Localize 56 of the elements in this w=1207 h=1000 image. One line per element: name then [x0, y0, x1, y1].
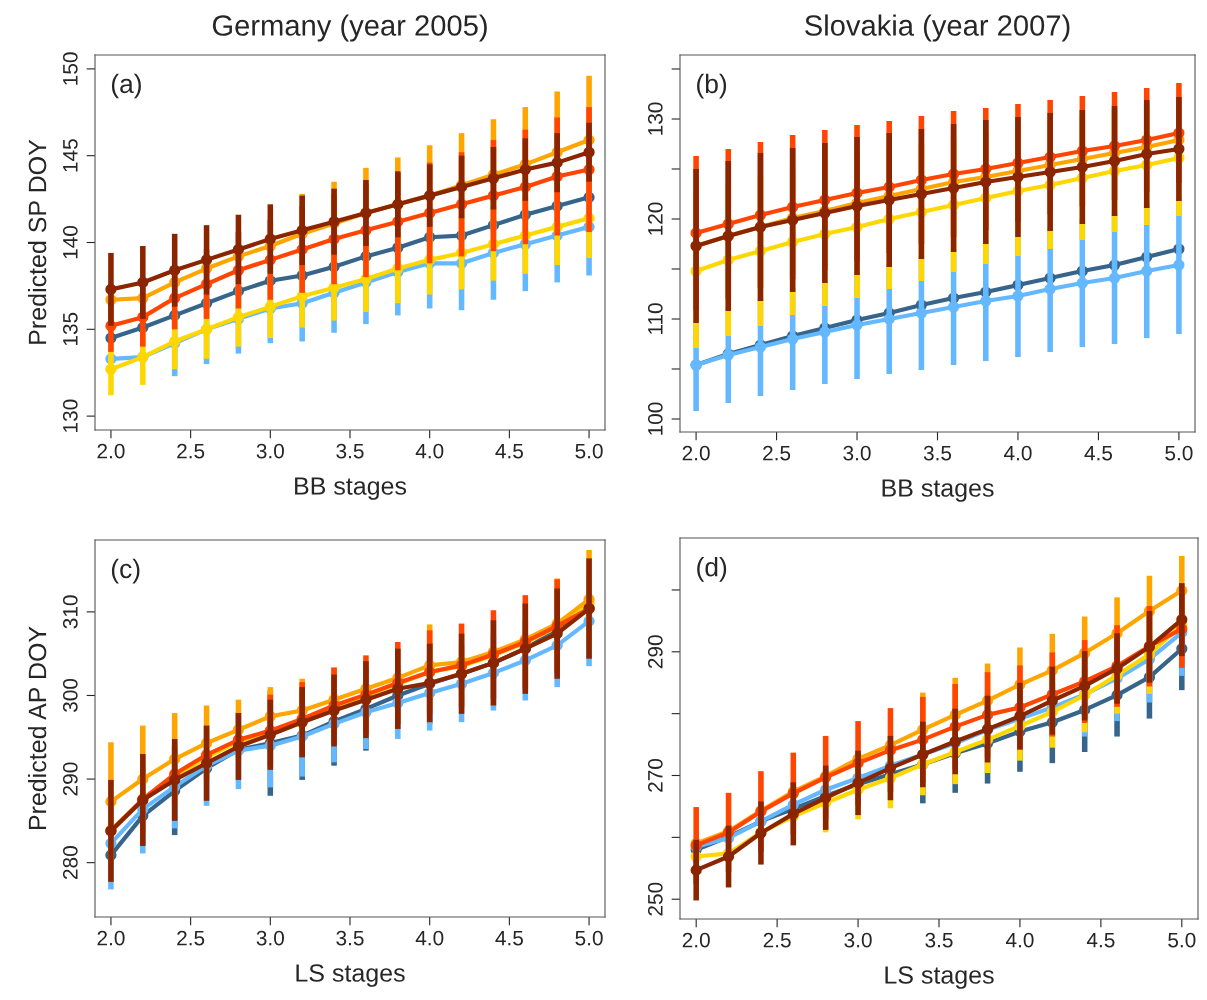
x-tick-label: 2.0	[97, 930, 125, 946]
y-tick-label: 145	[63, 139, 78, 172]
y-tick-label: 135	[62, 312, 78, 346]
y-tick-label: 150	[62, 52, 78, 85]
y-tick-label: 130	[62, 399, 78, 432]
y-tick-label: 280	[62, 846, 78, 879]
y-tick-label: 250	[647, 882, 663, 916]
annotation: (b)	[697, 73, 727, 99]
chart-title: Germany (year 2005)	[212, 14, 487, 42]
y-tick-label: 120	[647, 202, 663, 235]
x-tick-label: 5.0	[575, 443, 603, 459]
x-tick-label: 4.0	[1005, 932, 1034, 948]
x-tick-label: 3.5	[925, 932, 953, 948]
annotation: (c)	[111, 558, 140, 584]
x-tick-label: 3.0	[843, 445, 871, 461]
y-tick-label: 130	[647, 102, 663, 135]
x-tick-label: 2.0	[682, 932, 710, 948]
annotation: (a)	[111, 73, 141, 99]
chart-title: Slovakia (year 2007)	[805, 14, 1070, 42]
x-axis-title: LS stages	[296, 964, 405, 987]
x-tick-label: 2.5	[177, 930, 205, 946]
y-axis-title: Predicted SP DOY	[27, 139, 47, 344]
x-tick-label: 2.5	[763, 932, 791, 948]
x-tick-label: 5.0	[1168, 932, 1196, 948]
y-axis-title: Predicted AP DOY	[27, 626, 47, 830]
x-tick-label: 3.5	[923, 445, 952, 461]
x-tick-label: 4.0	[1003, 445, 1032, 461]
x-tick-label: 4.5	[1086, 932, 1115, 948]
x-tick-label: 4.5	[1084, 445, 1113, 461]
x-tick-label: 4.0	[415, 930, 444, 946]
x-tick-label: 3.0	[256, 930, 284, 946]
x-tick-label: 5.0	[575, 930, 603, 946]
x-tick-label: 2.5	[763, 445, 791, 461]
x-tick-label: 2.0	[97, 443, 125, 459]
x-axis-title: BB stages	[295, 477, 407, 500]
x-tick-label: 3.0	[256, 443, 284, 459]
x-tick-label: 5.0	[1165, 445, 1193, 461]
y-tick-label: 140	[62, 225, 78, 259]
y-tick-label: 300	[62, 678, 78, 713]
annotation: (d)	[697, 557, 727, 582]
x-tick-label: 3.5	[336, 443, 364, 459]
x-tick-label: 4.5	[495, 443, 523, 459]
y-tick-label: 110	[647, 303, 663, 335]
x-axis-title: BB stages	[882, 479, 994, 502]
x-axis-title: LS stages	[885, 966, 994, 989]
y-tick-label: 290	[647, 635, 663, 669]
y-tick-label: 100	[647, 402, 663, 435]
y-tick-label: 270	[647, 758, 663, 792]
x-tick-label: 3.5	[336, 930, 364, 946]
x-tick-label: 2.0	[682, 445, 710, 461]
x-tick-label: 3.0	[844, 932, 872, 948]
y-tick-label: 310	[62, 595, 78, 629]
x-tick-label: 4.5	[495, 930, 523, 946]
x-tick-label: 2.5	[177, 443, 205, 459]
x-tick-label: 4.0	[415, 443, 444, 459]
y-tick-label: 290	[62, 762, 78, 796]
